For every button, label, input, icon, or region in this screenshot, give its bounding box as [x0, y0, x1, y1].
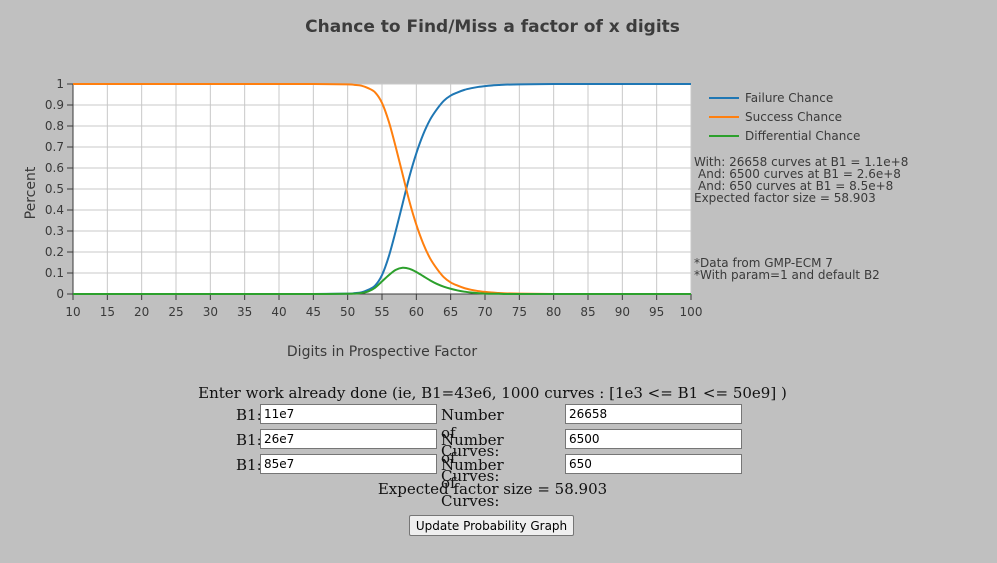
y-axis-label: Percent: [23, 166, 39, 219]
y-tick-label: 1: [56, 77, 64, 91]
x-tick-label: 95: [649, 305, 664, 319]
x-tick-label: 85: [580, 305, 595, 319]
curves-input-2[interactable]: [565, 429, 742, 449]
b1-input-2[interactable]: [260, 429, 437, 449]
series-lines: [72, 82, 691, 296]
note-data-source: *Data from GMP-ECM 7: [694, 256, 833, 270]
x-tick-label: 80: [546, 305, 561, 319]
x-tick-label: 45: [306, 305, 321, 319]
y-tick-label: 0.1: [45, 266, 64, 280]
b1-input-3[interactable]: [260, 454, 437, 474]
curves-input-3[interactable]: [565, 454, 742, 474]
b1-label: B1:: [236, 406, 262, 424]
notes: With: 26658 curves at B1 = 1.1e+8 And: 6…: [694, 155, 908, 282]
legend-label: Failure Chance: [745, 91, 833, 105]
x-tick-label: 90: [615, 305, 630, 319]
x-tick-label: 75: [512, 305, 527, 319]
y-tick-label: 0.2: [45, 245, 64, 259]
curves-input-1[interactable]: [565, 404, 742, 424]
x-tick-label: 100: [680, 305, 703, 319]
curves-label: Number of Curves:: [441, 431, 504, 485]
update-graph-button[interactable]: Update Probability Graph: [409, 515, 574, 536]
x-tick-label: 30: [203, 305, 218, 319]
y-tick-label: 0.5: [45, 182, 64, 196]
chart-title: Chance to Find/Miss a factor of x digits: [305, 17, 680, 37]
note-with: With: 26658 curves at B1 = 1.1e+8: [694, 155, 908, 169]
note-and-1: And: 6500 curves at B1 = 2.6e+8: [698, 167, 901, 181]
expected-factor-size: Expected factor size = 58.903: [377, 480, 608, 498]
y-tick-label: 0.3: [45, 224, 64, 238]
form-intro: Enter work already done (ie, B1=43e6, 10…: [198, 384, 787, 402]
note-expected: Expected factor size = 58.903: [694, 191, 876, 205]
y-tick-label: 0.7: [45, 140, 64, 154]
x-tick-label: 35: [237, 305, 252, 319]
x-tick-label: 50: [340, 305, 355, 319]
legend-label: Success Chance: [745, 110, 842, 124]
x-tick-label: 40: [271, 305, 286, 319]
y-tick-label: 0.4: [45, 203, 64, 217]
x-tick-label: 10: [65, 305, 80, 319]
legend-label: Differential Chance: [745, 129, 860, 143]
note-param: *With param=1 and default B2: [694, 268, 880, 282]
x-tick-label: 65: [443, 305, 458, 319]
b1-input-1[interactable]: [260, 404, 437, 424]
y-tick-label: 0.6: [45, 161, 64, 175]
x-axis-label: Digits in Prospective Factor: [287, 344, 477, 360]
axes: 10 15 20 25 30 35 40 45 50 55 60 65 70 75 80 85 90 95 1000…: [45, 77, 703, 319]
curves-label: Number of Curves:: [441, 406, 504, 460]
x-tick-label: 70: [477, 305, 492, 319]
probability-chart: 10 15 20 25 30 35 40 45 50 55 60 65 70 75 80 85 90 95 1000…: [23, 77, 908, 360]
y-tick-label: 0.9: [45, 98, 64, 112]
y-tick-label: 0: [56, 287, 64, 301]
b1-label: B1:: [236, 456, 262, 474]
x-tick-label: 60: [409, 305, 424, 319]
legend: Failure Chance Success Chance Differential…: [709, 91, 860, 143]
x-tick-label: 20: [134, 305, 149, 319]
b1-label: B1:: [236, 431, 262, 449]
x-tick-label: 55: [374, 305, 389, 319]
curves-label: Number of Curves:: [441, 456, 504, 510]
note-and-2: And: 650 curves at B1 = 8.5e+8: [698, 179, 893, 193]
y-tick-label: 0.8: [45, 119, 64, 133]
x-tick-label: 25: [168, 305, 183, 319]
x-tick-label: 15: [100, 305, 115, 319]
series-line-differential-chance: [72, 266, 691, 296]
